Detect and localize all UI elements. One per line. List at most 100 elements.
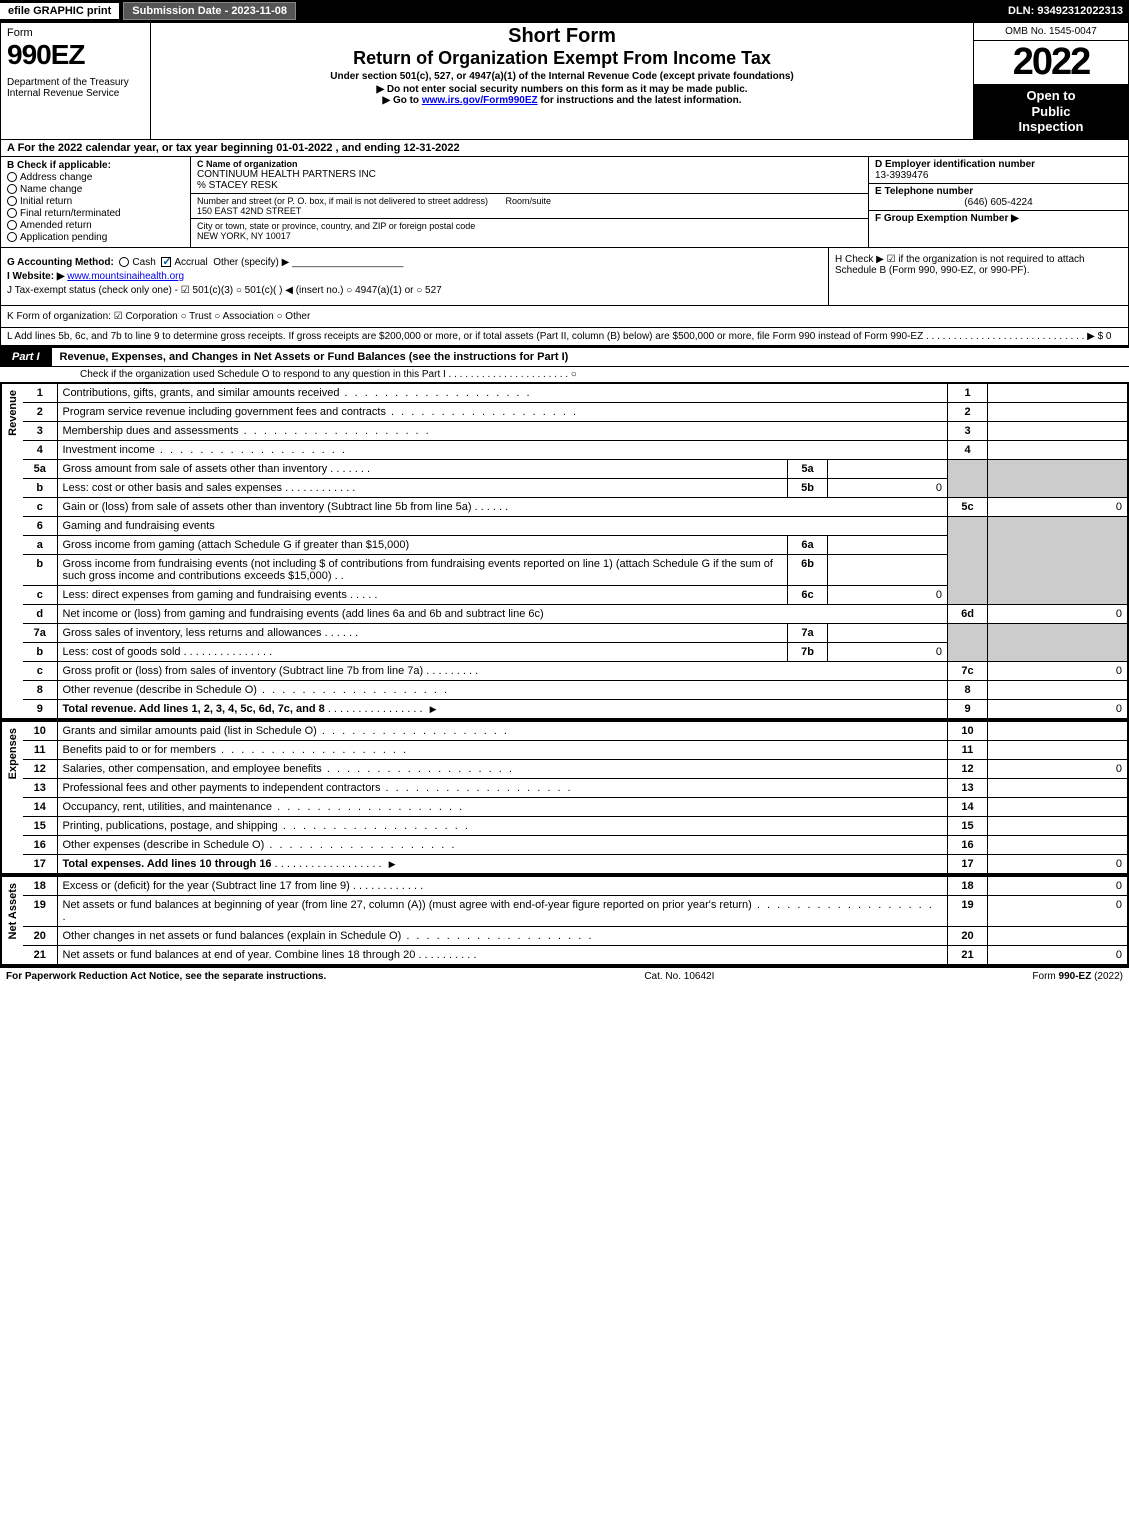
- l8-desc: Other revenue (describe in Schedule O): [63, 684, 257, 696]
- org-name-block: C Name of organization CONTINUUM HEALTH …: [191, 157, 868, 194]
- l5c-desc: Gain or (loss) from sale of assets other…: [63, 501, 472, 513]
- accrual-check[interactable]: [161, 257, 171, 267]
- irs-link[interactable]: www.irs.gov/Form990EZ: [422, 95, 538, 106]
- expenses-table: 10Grants and similar amounts paid (list …: [23, 721, 1128, 874]
- inspection-badge: Open to Public Inspection: [974, 84, 1128, 139]
- efile-label[interactable]: efile GRAPHIC print: [0, 3, 119, 19]
- expenses-side-label: Expenses: [1, 721, 23, 874]
- l20-desc: Other changes in net assets or fund bala…: [63, 930, 402, 942]
- k-text: K Form of organization: ☑ Corporation ○ …: [7, 311, 1122, 322]
- submission-date: Submission Date - 2023-11-08: [123, 2, 296, 20]
- v5b: 0: [828, 478, 948, 497]
- l2-desc: Program service revenue including govern…: [63, 406, 386, 418]
- chk-address-change[interactable]: Address change: [7, 172, 184, 183]
- revenue-table: 1Contributions, gifts, grants, and simil…: [23, 383, 1128, 719]
- row-i: I Website: ▶ www.mountsinaihealth.org: [7, 271, 822, 282]
- l6d-desc: Net income or (loss) from gaming and fun…: [63, 608, 544, 620]
- l9-desc: Total revenue. Add lines 1, 2, 3, 4, 5c,…: [63, 703, 325, 715]
- netassets-side-label: Net Assets: [1, 876, 23, 965]
- part1-tag: Part I: [0, 348, 52, 366]
- chk-name-change[interactable]: Name change: [7, 184, 184, 195]
- row-g: G Accounting Method: Cash Accrual Other …: [7, 257, 822, 268]
- l3-desc: Membership dues and assessments: [63, 425, 239, 437]
- row-a: A For the 2022 calendar year, or tax yea…: [0, 140, 1129, 157]
- group-exemption-block: F Group Exemption Number ▶: [869, 211, 1128, 226]
- l6a-desc: Gross income from gaming (attach Schedul…: [63, 539, 410, 551]
- row-ghi: G Accounting Method: Cash Accrual Other …: [0, 247, 1129, 306]
- website-link[interactable]: www.mountsinaihealth.org: [67, 271, 184, 282]
- revenue-side-label: Revenue: [1, 383, 23, 719]
- l17-desc: Total expenses. Add lines 10 through 16: [63, 858, 272, 870]
- ein-block: D Employer identification number 13-3939…: [869, 157, 1128, 184]
- chk-final-return[interactable]: Final return/terminated: [7, 208, 184, 219]
- group-label: F Group Exemption Number ▶: [875, 213, 1019, 224]
- chk-amended[interactable]: Amended return: [7, 220, 184, 231]
- phone-value: (646) 605-4224: [875, 197, 1122, 208]
- l5a-desc: Gross amount from sale of assets other t…: [63, 463, 328, 475]
- header-mid: Short Form Return of Organization Exempt…: [151, 23, 973, 139]
- v17: 0: [988, 854, 1128, 873]
- note-link: ▶ Go to www.irs.gov/Form990EZ for instru…: [157, 95, 967, 106]
- l7c-desc: Gross profit or (loss) from sales of inv…: [63, 665, 424, 677]
- cash-radio[interactable]: [119, 257, 129, 267]
- g-label: G Accounting Method:: [7, 257, 114, 268]
- note2-post: for instructions and the latest informat…: [538, 95, 742, 106]
- chk-application-pending[interactable]: Application pending: [7, 232, 184, 243]
- footer-left: For Paperwork Reduction Act Notice, see …: [6, 971, 326, 982]
- v7b: 0: [828, 642, 948, 661]
- form-title: Return of Organization Exempt From Incom…: [157, 48, 967, 69]
- omb-number: OMB No. 1545-0047: [974, 23, 1128, 41]
- row-k: K Form of organization: ☑ Corporation ○ …: [0, 306, 1129, 328]
- netassets-section: Net Assets 18Excess or (deficit) for the…: [0, 874, 1129, 966]
- i-label: I Website: ▶: [7, 271, 65, 282]
- ein-label: D Employer identification number: [875, 159, 1122, 170]
- l21-desc: Net assets or fund balances at end of ye…: [63, 949, 416, 961]
- col-b-label: B Check if applicable:: [7, 160, 184, 171]
- l19-desc: Net assets or fund balances at beginning…: [63, 899, 752, 911]
- l12-desc: Salaries, other compensation, and employ…: [63, 763, 322, 775]
- l13-desc: Professional fees and other payments to …: [63, 782, 381, 794]
- v6d: 0: [988, 604, 1128, 623]
- netassets-table: 18Excess or (deficit) for the year (Subt…: [23, 876, 1128, 965]
- l10-desc: Grants and similar amounts paid (list in…: [63, 725, 317, 737]
- v21: 0: [988, 945, 1128, 964]
- part1-sub: Check if the organization used Schedule …: [0, 367, 1129, 383]
- l16-desc: Other expenses (describe in Schedule O): [63, 839, 265, 851]
- l15-desc: Printing, publications, postage, and shi…: [63, 820, 278, 832]
- revenue-section: Revenue 1Contributions, gifts, grants, a…: [0, 383, 1129, 719]
- row-h: H Check ▶ ☑ if the organization is not r…: [828, 248, 1128, 305]
- l6-desc: Gaming and fundraising events: [57, 516, 948, 535]
- top-bar: efile GRAPHIC print Submission Date - 20…: [0, 0, 1129, 22]
- header-left: Form 990EZ Department of the Treasury In…: [1, 23, 151, 139]
- street-block: Number and street (or P. O. box, if mail…: [191, 194, 868, 219]
- gi-left: G Accounting Method: Cash Accrual Other …: [1, 248, 828, 305]
- v18: 0: [988, 876, 1128, 895]
- v7c: 0: [988, 661, 1128, 680]
- row-j: J Tax-exempt status (check only one) - ☑…: [7, 285, 822, 296]
- v5c: 0: [988, 497, 1128, 516]
- footer-center: Cat. No. 10642I: [644, 971, 714, 982]
- care-of: % STACEY RESK: [197, 180, 862, 191]
- ein-value: 13-3939476: [875, 170, 1122, 181]
- street-value: 150 EAST 42ND STREET: [197, 206, 862, 216]
- room-label: Room/suite: [505, 196, 551, 206]
- v6c: 0: [828, 585, 948, 604]
- dln: DLN: 93492312022313: [1008, 5, 1129, 17]
- header-right: OMB No. 1545-0047 2022 Open to Public In…: [973, 23, 1128, 139]
- department: Department of the Treasury Internal Reve…: [7, 77, 144, 99]
- short-form: Short Form: [157, 25, 967, 48]
- section-bc: B Check if applicable: Address change Na…: [0, 157, 1129, 247]
- form-header: Form 990EZ Department of the Treasury In…: [0, 22, 1129, 140]
- phone-block: E Telephone number (646) 605-4224: [869, 184, 1128, 211]
- part1-title: Revenue, Expenses, and Changes in Net As…: [52, 351, 569, 363]
- row-l: L Add lines 5b, 6c, and 7b to line 9 to …: [0, 328, 1129, 346]
- footer: For Paperwork Reduction Act Notice, see …: [0, 966, 1129, 985]
- l1-desc: Contributions, gifts, grants, and simila…: [63, 387, 340, 399]
- city-value: NEW YORK, NY 10017: [197, 231, 862, 241]
- city-block: City or town, state or province, country…: [191, 219, 868, 243]
- l11-desc: Benefits paid to or for members: [63, 744, 216, 756]
- chk-initial-return[interactable]: Initial return: [7, 196, 184, 207]
- form-number: 990EZ: [7, 39, 144, 71]
- l14-desc: Occupancy, rent, utilities, and maintena…: [63, 801, 273, 813]
- v12: 0: [988, 759, 1128, 778]
